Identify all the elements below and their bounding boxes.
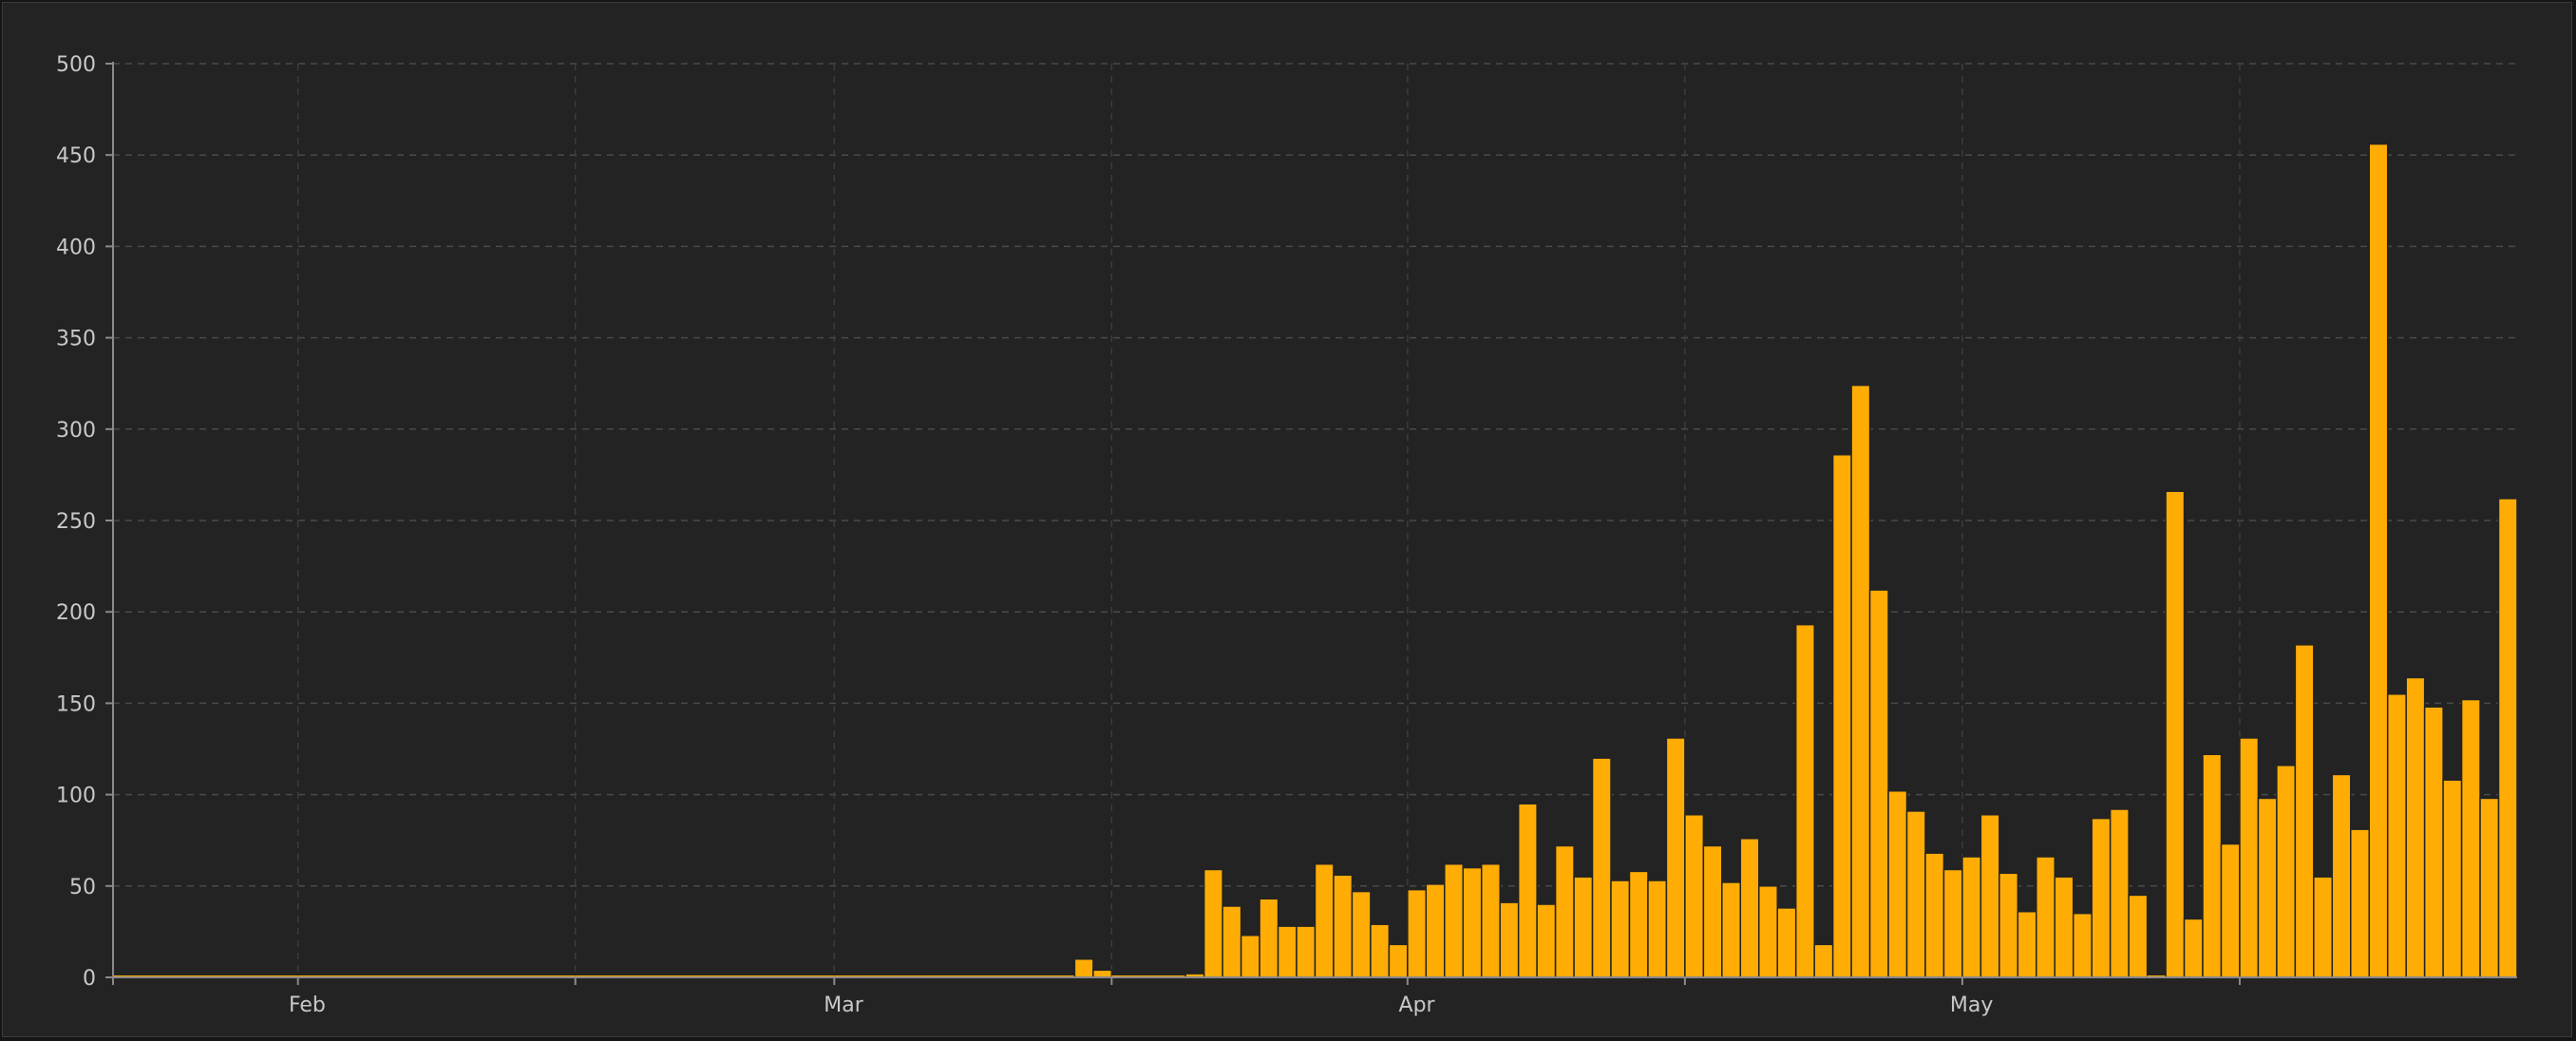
bar: [1203, 868, 1223, 978]
bar: [1684, 814, 1705, 978]
bar: [1462, 866, 1483, 978]
bar: [1573, 876, 1594, 978]
axes: [105, 62, 2517, 985]
y-tick-label: 500: [56, 53, 96, 77]
bar: [1259, 898, 1279, 978]
bar: [2017, 910, 2037, 978]
bar: [2091, 817, 2112, 978]
bar: [1665, 737, 1686, 978]
x-tick-label: Apr: [1399, 994, 1436, 1017]
bar: [1499, 901, 1520, 978]
bar: [2331, 773, 2352, 978]
bar: [1850, 384, 1871, 978]
bar: [1628, 870, 1649, 978]
bar: [1868, 589, 1889, 978]
bar: [2294, 644, 2315, 978]
y-tick-label: 0: [83, 967, 96, 991]
bar: [1314, 862, 1335, 978]
bar: [2202, 753, 2223, 978]
bar: [2128, 894, 2149, 978]
bar: [2368, 142, 2389, 978]
bar: [1351, 890, 1372, 978]
bar: [1739, 838, 1760, 978]
bar: [2497, 498, 2518, 978]
bar: [1979, 814, 2000, 978]
bar: [2165, 490, 2186, 978]
bar: [1831, 453, 1852, 978]
bar: [1702, 844, 1723, 978]
bar: [1388, 943, 1409, 978]
bar: [2054, 876, 2074, 978]
y-tick-label: 250: [56, 510, 96, 534]
bar: [1517, 803, 1538, 978]
bar: [2313, 876, 2334, 978]
y-tick-label: 350: [56, 328, 96, 351]
bar: [2109, 808, 2130, 978]
bar: [1092, 969, 1113, 978]
bar: [2220, 842, 2241, 978]
y-tick-label: 200: [56, 601, 96, 625]
x-tick-label: May: [1950, 994, 1993, 1017]
bar: [1444, 862, 1465, 978]
bar: [1813, 943, 1834, 978]
bar: [1554, 844, 1575, 978]
bar: [1240, 934, 1260, 978]
bar: [1370, 923, 1391, 978]
bar: [1721, 881, 1742, 978]
bar: [1887, 790, 1908, 978]
bar: [1536, 903, 1557, 978]
bar: [2442, 779, 2463, 978]
bar: [2239, 737, 2260, 978]
bar: [1794, 623, 1815, 978]
bar: [2350, 828, 2370, 978]
bar: [2257, 797, 2278, 978]
bar: [1924, 852, 1945, 978]
y-tick-label: 450: [56, 144, 96, 168]
bar: [1758, 885, 1778, 978]
bar: [1905, 810, 1926, 978]
x-tick-label: Feb: [289, 994, 326, 1017]
bar: [1296, 925, 1316, 978]
bar: [1961, 856, 1982, 978]
bar: [1333, 874, 1354, 978]
bar: [1776, 907, 1797, 978]
bar: [1407, 888, 1428, 978]
bar: [1998, 872, 2019, 978]
grid: [112, 63, 2517, 977]
y-tick-label: 50: [69, 876, 96, 899]
bar: [2386, 693, 2407, 978]
bar: [1591, 757, 1612, 978]
bar: [1647, 880, 1668, 978]
tick-labels: 0 50 100 150 200 250 300 350 400 450 500 Feb Mar Apr M…: [56, 53, 1993, 1017]
bar: [1073, 958, 1094, 978]
bar: [2423, 706, 2444, 978]
bar: [1610, 880, 1631, 978]
bar: [1942, 868, 1963, 978]
bar: [2460, 698, 2481, 978]
y-tick-label: 400: [56, 236, 96, 259]
y-tick-label: 100: [56, 785, 96, 808]
y-tick-label: 150: [56, 692, 96, 716]
x-tick-label: Mar: [824, 994, 863, 1017]
bar: [2036, 856, 2056, 978]
bars: [113, 142, 2518, 978]
bar: [2405, 676, 2426, 978]
bar: [1277, 925, 1297, 978]
bar: [1222, 905, 1242, 978]
bar-chart: 0 50 100 150 200 250 300 350 400 450 500 Feb Mar Apr M…: [56, 53, 2518, 1017]
bottom-tab-strip: [0, 1037, 2576, 1041]
bar: [1480, 862, 1501, 978]
bar: [2072, 912, 2093, 978]
bar: [2183, 918, 2204, 978]
bar: [2479, 797, 2500, 978]
bar: [2276, 765, 2297, 978]
bar: [1425, 883, 1446, 978]
y-tick-label: 300: [56, 419, 96, 443]
